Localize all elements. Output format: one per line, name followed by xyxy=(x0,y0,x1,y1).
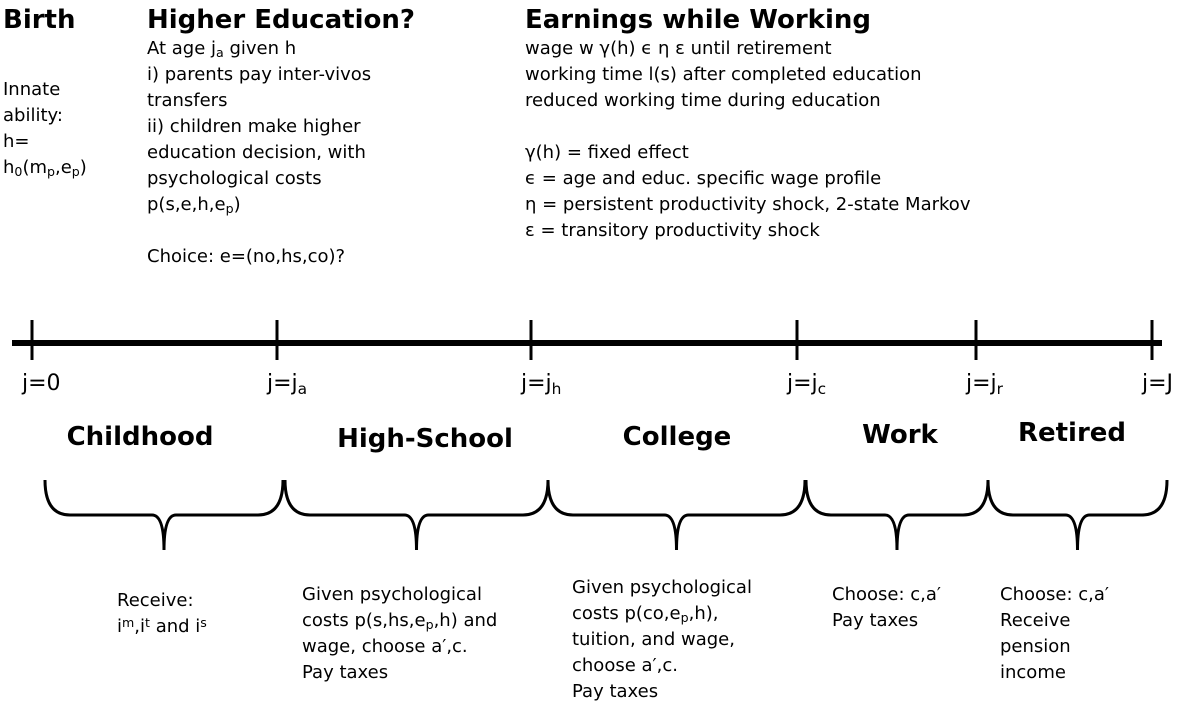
text-run: j=j xyxy=(520,371,552,396)
subscript: p xyxy=(226,201,234,216)
text-run: ,e xyxy=(55,157,72,178)
text-run: ) xyxy=(80,157,87,178)
text-line: costs p(co,ep,h), xyxy=(572,603,718,625)
text-run: ,i xyxy=(134,616,145,637)
text-line: j=0 xyxy=(21,371,61,396)
text-line: Receive: xyxy=(117,590,194,611)
text-line: Pay taxes xyxy=(302,662,388,683)
text-line: psychological costs xyxy=(147,168,322,189)
text-run: i xyxy=(117,616,122,637)
text-run: At age j xyxy=(147,38,216,59)
text-line: ϵ = age and educ. specific wage profile xyxy=(525,168,881,189)
text-line: p(s,e,h,ep) xyxy=(147,194,241,216)
section-title: Earnings while Working xyxy=(525,5,871,35)
text-line: j=J xyxy=(1141,371,1173,396)
phase-name: Work xyxy=(862,420,938,450)
text-run: ,h) and xyxy=(434,610,498,631)
section-title: Birth xyxy=(3,5,76,35)
text-run: h xyxy=(3,157,14,178)
text-run: given h xyxy=(224,38,296,59)
text-run: costs p(s,hs,e xyxy=(302,610,426,631)
text-line: transfers xyxy=(147,90,227,111)
text-run: ,h), xyxy=(689,603,719,624)
text-line: j=jc xyxy=(786,371,826,398)
phase-name: Childhood xyxy=(67,422,214,452)
text-run: p(s,e,h,e xyxy=(147,194,226,215)
text-line: Pay taxes xyxy=(832,610,918,631)
superscript: m xyxy=(122,615,134,630)
text-line: h= xyxy=(3,131,30,152)
text-line: reduced working time during education xyxy=(525,90,881,111)
text-line: Pay taxes xyxy=(572,681,658,702)
subscript: p xyxy=(72,164,80,179)
text-line: ε = transitory productivity shock xyxy=(525,220,820,241)
text-line: Given psychological xyxy=(572,577,752,598)
text-line: h0(mp,ep) xyxy=(3,157,87,179)
text-line: Choose: c,a′ xyxy=(1000,584,1109,605)
brace xyxy=(546,479,807,551)
text-line: j=jr xyxy=(965,371,1004,398)
text-line: η = persistent productivity shock, 2-sta… xyxy=(525,194,971,215)
brace xyxy=(804,479,990,551)
phase-name: Retired xyxy=(1018,418,1126,448)
subscript: r xyxy=(997,380,1004,398)
brace xyxy=(283,479,550,551)
brace xyxy=(43,479,285,551)
text-line: ii) children make higher xyxy=(147,116,361,137)
superscript: s xyxy=(200,615,207,630)
text-line: costs p(s,hs,ep,h) and xyxy=(302,610,497,632)
text-run: j=j xyxy=(965,371,997,396)
text-run: j=j xyxy=(786,371,818,396)
text-line: im,it and is xyxy=(117,615,207,637)
subscript: a xyxy=(298,380,307,398)
text-line: education decision, with xyxy=(147,142,366,163)
subscript: 0 xyxy=(14,164,22,179)
subscript: p xyxy=(47,164,55,179)
subscript: p xyxy=(426,617,434,632)
text-line: ability: xyxy=(3,105,63,126)
text-line: At age ja given h xyxy=(147,38,296,60)
text-run: j=j xyxy=(266,371,298,396)
text-line: j=jh xyxy=(520,371,561,398)
superscript: t xyxy=(145,615,150,630)
text-line: Receive xyxy=(1000,610,1070,631)
text-line: Choose: c,a′ xyxy=(832,584,941,605)
text-run: costs p(co,e xyxy=(572,603,681,624)
text-line: γ(h) = fixed effect xyxy=(525,142,689,163)
text-line: Given psychological xyxy=(302,584,482,605)
text-run: ) xyxy=(234,194,241,215)
text-line: Choice: e=(no,hs,co)? xyxy=(147,246,345,267)
text-line: income xyxy=(1000,662,1066,683)
brace xyxy=(986,479,1169,551)
text-run: and i xyxy=(150,616,200,637)
text-line: Innate xyxy=(3,79,60,100)
text-run: (m xyxy=(22,157,47,178)
subscript: p xyxy=(681,610,689,625)
text-line: working time l(s) after completed educat… xyxy=(525,64,922,85)
text-line: tuition, and wage, xyxy=(572,629,735,650)
phase-name: High-School xyxy=(337,424,513,454)
section-title: Higher Education? xyxy=(147,5,415,35)
text-line: i) parents pay inter-vivos xyxy=(147,64,371,85)
subscript: h xyxy=(552,380,562,398)
text-line: wage, choose a′,c. xyxy=(302,636,468,657)
text-line: wage w γ(h) ϵ η ε until retirement xyxy=(525,38,832,59)
text-line: pension xyxy=(1000,636,1071,657)
text-line: choose a′,c. xyxy=(572,655,678,676)
subscript: c xyxy=(818,380,826,398)
text-line: j=ja xyxy=(266,371,307,398)
phase-name: College xyxy=(623,422,732,452)
subscript: a xyxy=(216,45,224,60)
